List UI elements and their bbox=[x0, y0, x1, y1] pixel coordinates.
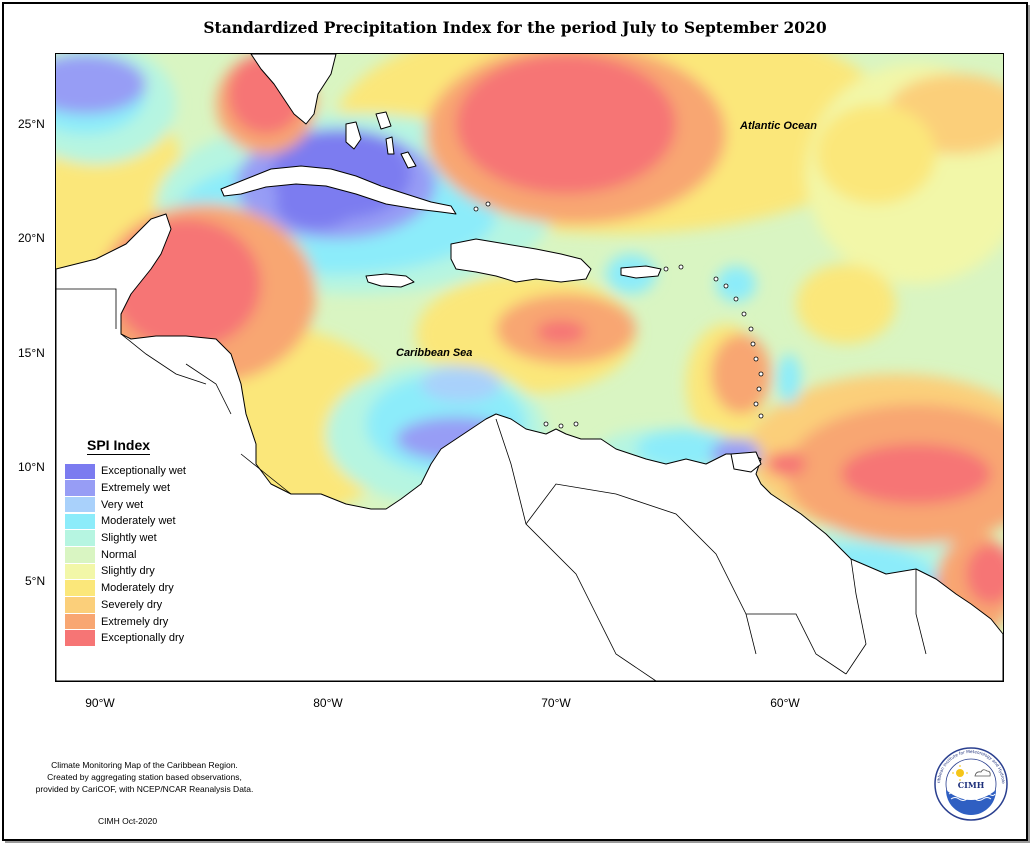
legend-item: Exceptionally wet bbox=[65, 463, 186, 480]
legend-swatch bbox=[65, 496, 95, 513]
legend-item: Severely dry bbox=[65, 597, 186, 614]
legend-item: Extremely wet bbox=[65, 480, 186, 497]
central-south-america bbox=[56, 213, 1003, 681]
legend-items: Exceptionally wet Extremely wet Very wet… bbox=[65, 463, 186, 647]
lon-label-70: 70°W bbox=[541, 696, 571, 710]
legend-item: Very wet bbox=[65, 496, 186, 513]
lat-label-20: 20°N bbox=[18, 231, 45, 245]
borders bbox=[56, 288, 927, 681]
small-islands bbox=[473, 201, 764, 429]
lon-label-80: 80°W bbox=[313, 696, 343, 710]
trinidad bbox=[730, 451, 762, 473]
legend-swatch bbox=[65, 563, 95, 580]
legend-label: Slightly wet bbox=[101, 532, 157, 545]
legend-swatch bbox=[65, 597, 95, 613]
bahamas-abaco bbox=[375, 111, 392, 130]
legend-title: SPI Index bbox=[87, 437, 151, 455]
legend-label: Moderately wet bbox=[101, 515, 176, 528]
logo-text: CIMH bbox=[958, 780, 985, 790]
legend-label: Very wet bbox=[101, 498, 144, 511]
cloud-icon bbox=[974, 769, 991, 777]
legend-label: Moderately dry bbox=[101, 582, 174, 595]
legend-label: Exceptionally wet bbox=[101, 465, 186, 478]
lat-label-5: 5°N bbox=[25, 574, 46, 588]
sun-icon bbox=[956, 769, 964, 777]
hispaniola bbox=[450, 238, 592, 283]
legend-item: Moderately wet bbox=[65, 513, 186, 530]
lat-label-25: 25°N bbox=[18, 117, 45, 131]
credit-line-1: Climate Monitoring Map of the Caribbean … bbox=[51, 760, 238, 770]
lon-label-90: 90°W bbox=[85, 696, 115, 710]
caribbean-sea-label: Caribbean Sea bbox=[396, 347, 473, 359]
legend-item: Slightly dry bbox=[65, 563, 186, 580]
bahamas-andros bbox=[345, 121, 362, 150]
credit-date: CIMH Oct-2020 bbox=[98, 816, 158, 826]
lon-label-60: 60°W bbox=[770, 696, 800, 710]
legend-label: Severely dry bbox=[101, 598, 163, 611]
legend-item: Exceptionally dry bbox=[65, 630, 186, 647]
legend-label: Normal bbox=[101, 548, 137, 561]
legend-swatch bbox=[65, 630, 95, 646]
legend-label: Exceptionally dry bbox=[101, 632, 185, 645]
spi-map-canvas bbox=[56, 54, 1003, 681]
cimh-logo: CIMH Caribbean Institute for Meteorology… bbox=[932, 742, 1009, 822]
spi-legend: SPI Index Exceptionally wet Extremely we… bbox=[65, 437, 186, 647]
map-credits: Climate Monitoring Map of the Caribbean … bbox=[22, 759, 267, 795]
legend-swatch bbox=[65, 513, 95, 530]
bahamas-exuma bbox=[400, 151, 417, 169]
legend-item: Normal bbox=[65, 546, 186, 563]
legend-swatch bbox=[65, 547, 95, 563]
lat-label-10: 10°N bbox=[18, 460, 45, 474]
cuba bbox=[220, 165, 457, 215]
legend-item: Moderately dry bbox=[65, 580, 186, 597]
legend-item: Extremely dry bbox=[65, 613, 186, 630]
legend-label: Extremely dry bbox=[101, 615, 169, 628]
map-title: Standardized Precipitation Index for the… bbox=[203, 18, 827, 37]
bahamas-eleuthera bbox=[385, 136, 395, 155]
legend-swatch bbox=[65, 580, 95, 596]
legend-label: Slightly dry bbox=[101, 565, 155, 578]
lat-label-15: 15°N bbox=[18, 346, 45, 360]
legend-swatch bbox=[65, 480, 95, 496]
legend-item: Slightly wet bbox=[65, 530, 186, 547]
florida bbox=[250, 54, 337, 125]
jamaica bbox=[365, 273, 415, 288]
cimh-logo-svg: CIMH Caribbean Institute for Meteorology… bbox=[932, 742, 1008, 821]
land-masses bbox=[56, 54, 1003, 681]
atlantic-ocean-label: Atlantic Ocean bbox=[740, 120, 818, 132]
legend-swatch bbox=[65, 463, 95, 480]
puerto-rico bbox=[620, 265, 662, 279]
credit-line-3: provided by CariCOF, with NCEP/NCAR Rean… bbox=[35, 784, 254, 794]
legend-label: Extremely wet bbox=[101, 482, 171, 495]
spi-map bbox=[55, 53, 1004, 682]
legend-swatch bbox=[65, 530, 95, 546]
credit-line-2: Created by aggregating station based obs… bbox=[47, 772, 242, 782]
legend-swatch bbox=[65, 613, 95, 630]
